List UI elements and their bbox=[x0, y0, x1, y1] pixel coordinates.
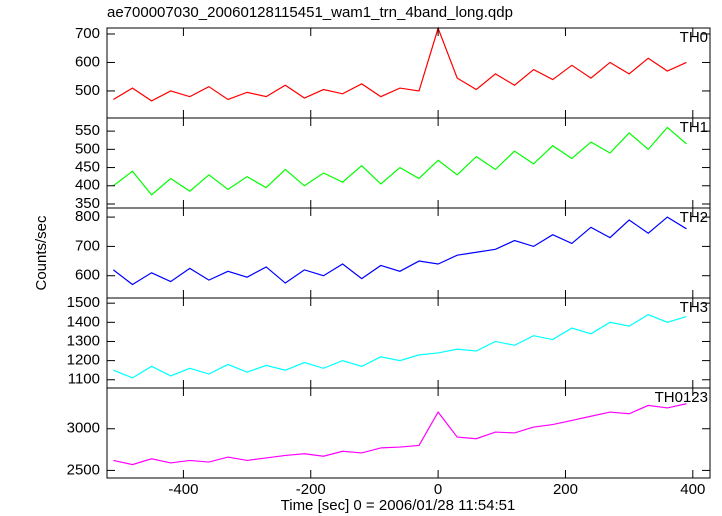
panel-frame bbox=[106, 387, 711, 479]
panel-frame bbox=[106, 207, 711, 299]
x-tick-label: 0 bbox=[434, 481, 442, 498]
panel-label: TH0 bbox=[680, 29, 708, 46]
y-axis-label: Counts/sec bbox=[33, 215, 50, 291]
panel-frame bbox=[106, 117, 711, 209]
y-tick-label: 400 bbox=[75, 177, 100, 194]
data-line bbox=[113, 403, 687, 466]
y-tick-label: 450 bbox=[75, 159, 100, 176]
y-tick-label: 600 bbox=[75, 53, 100, 70]
y-tick-label: 2500 bbox=[67, 461, 100, 478]
panel-label: TH1 bbox=[680, 119, 708, 136]
y-tick-label: 500 bbox=[75, 140, 100, 157]
x-tick-label: 200 bbox=[553, 481, 578, 498]
data-line bbox=[113, 26, 687, 102]
y-tick-label: 700 bbox=[75, 25, 100, 42]
data-line bbox=[113, 126, 687, 196]
data-line bbox=[113, 313, 687, 379]
y-tick-label: 1300 bbox=[67, 332, 100, 349]
chart-title: ae700007030_20060128115451_wam1_trn_4ban… bbox=[107, 4, 513, 21]
x-axis-label: Time [sec] 0 = 2006/01/28 11:54:51 bbox=[281, 497, 516, 514]
panel-label: TH3 bbox=[680, 299, 708, 316]
panel-frame bbox=[106, 27, 711, 119]
x-tick-label: 400 bbox=[680, 481, 705, 498]
y-tick-label: 800 bbox=[75, 208, 100, 225]
y-tick-label: 500 bbox=[75, 82, 100, 99]
y-tick-label: 1400 bbox=[67, 313, 100, 330]
panel-label: TH0123 bbox=[655, 389, 708, 406]
y-tick-label: 350 bbox=[75, 195, 100, 212]
x-tick-label: -200 bbox=[296, 481, 326, 498]
y-tick-label: 3000 bbox=[67, 420, 100, 437]
y-tick-label: 1500 bbox=[67, 294, 100, 311]
data-line bbox=[113, 216, 687, 286]
y-tick-label: 1100 bbox=[68, 371, 100, 388]
y-tick-label: 700 bbox=[75, 237, 100, 254]
y-tick-label: 1200 bbox=[67, 352, 100, 369]
y-tick-label: 550 bbox=[75, 122, 100, 139]
panel-label: TH2 bbox=[680, 209, 708, 226]
x-tick-label: -400 bbox=[168, 481, 198, 498]
y-tick-label: 600 bbox=[75, 267, 100, 284]
panel-frame bbox=[106, 297, 711, 389]
